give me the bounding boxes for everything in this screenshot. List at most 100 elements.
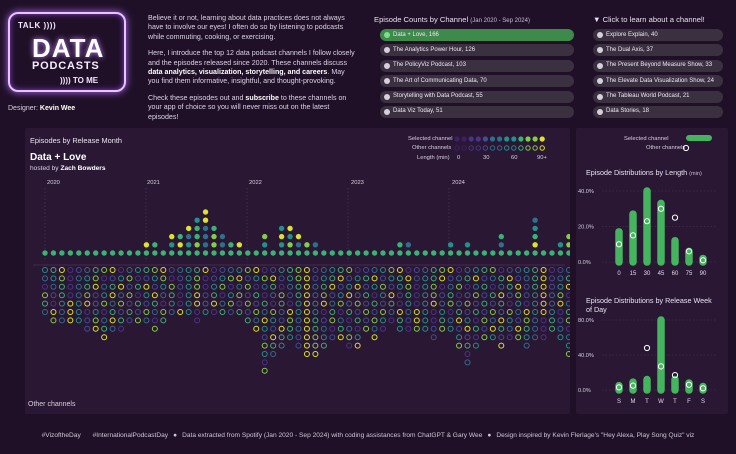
weekday-other-point [657,363,665,370]
other-episode-dot [363,283,370,290]
radio-dot-icon [597,62,603,69]
channel-button-col1-0[interactable]: Data + Love, 166 [380,29,574,41]
other-episode-dot [42,300,48,307]
other-episode-dot [151,267,158,273]
other-episode-dot [481,283,488,290]
other-episode-dot [244,267,251,273]
other-episode-dot [515,309,522,315]
selected-episode-dot [346,250,352,256]
other-episode-dot [312,334,319,341]
other-episode-dot [371,275,378,282]
other-episode-dot [430,292,437,299]
length-other-point [657,205,665,212]
other-episode-dot [278,292,285,299]
other-episode-dot [211,267,217,273]
legend-other-dot [539,145,545,151]
other-episode-dot [447,283,454,290]
other-episode-dot [430,283,437,290]
channel-button-col2-3[interactable]: The Elevate Data Visualization Show, 24 [593,75,723,88]
channel-button-col2-5[interactable]: Data Stories, 18 [593,105,723,118]
channel-button-col1-2[interactable]: The PolicyViz Podcast, 103 [380,59,574,72]
other-episode-dot [312,267,319,273]
selected-episode-dot [126,250,133,256]
weekday-x-tick: M [631,399,636,405]
other-episode-dot [549,300,555,307]
other-episode-dot [101,317,108,324]
other-episode-dot [287,317,294,324]
channel-button-col1-5[interactable]: Data Viz Today, 51 [380,105,574,118]
legend-selected-dot [539,136,545,142]
logo-podcasts-text: PODCASTS [32,60,100,72]
channel-button-col2-1[interactable]: The Dual Axis, 37 [593,44,723,57]
other-episode-dot [58,292,65,299]
selected-episode-dot [76,250,82,256]
other-episode-dot [405,275,412,282]
other-episode-dot [481,309,488,315]
other-episode-dot [320,342,327,349]
selected-episode-dot [185,233,192,240]
channel-button-col1-3[interactable]: The Art of Communicating Data, 70 [380,75,574,88]
radio-dot-icon [384,62,390,69]
other-episode-dot [303,275,310,282]
other-episode-dot [287,283,294,290]
designer-label: Designer: [8,105,40,112]
selected-episode-dot [295,250,302,256]
year-label-2024: 2024 [452,180,465,186]
selected-episode-dot [185,242,192,248]
other-episode-dot [253,292,260,299]
channel-button-col2-0[interactable]: Explore Explain, 40 [593,29,723,41]
other-episode-dot [456,309,463,315]
other-episode-dot [456,334,463,341]
other-episode-dot [295,300,302,307]
selected-episode-dot [515,250,521,256]
other-episode-dot [380,267,386,273]
other-episode-dot [84,267,91,273]
channel-button-col2-2[interactable]: The Present Beyond Measure Show, 33 [593,59,723,72]
channel-button-col2-4[interactable]: The Tableau World Podcast, 21 [593,90,723,103]
other-episode-dot [118,325,125,332]
other-episode-dot [92,283,99,290]
other-episode-dot [380,275,386,282]
other-episode-dot [557,283,564,290]
other-episode-dot [388,300,395,307]
other-episode-dot [388,292,395,299]
other-episode-dot [371,325,378,332]
other-episode-dot [430,267,437,273]
other-episode-dot [557,267,564,273]
other-episode-dot [405,309,412,315]
channel-list-column-1: Data + Love, 166 The Analytics Power Hour… [380,29,574,121]
other-episode-dot [515,317,522,324]
other-episode-dot [287,292,294,299]
other-episode-dot [219,267,226,273]
channel-button-label: Data Viz Today, 51 [393,108,443,115]
weekday-x-tick: F [687,399,691,405]
other-episode-dot [498,275,505,282]
channel-button-col1-4[interactable]: Storytelling with Data Podcast, 55 [380,90,574,103]
other-episode-dot [253,309,260,315]
legend-selected-dot [511,136,517,142]
other-episode-dot [498,309,505,315]
other-episode-dot [565,309,570,315]
selected-episode-dot [50,250,57,256]
other-episode-dot [464,334,471,341]
other-episode-dot [464,300,471,307]
other-episode-dot [363,292,370,299]
other-episode-dot [278,283,285,290]
other-episode-dot [523,325,530,332]
other-episode-dot [278,317,285,324]
other-episode-dot [439,325,446,332]
other-episode-dot [565,300,570,307]
selected-episode-dot [194,233,200,240]
other-episode-dot [540,325,547,332]
other-episode-dot [58,309,65,315]
other-episode-dot [549,317,555,324]
selected-episode-dot [304,242,310,248]
other-episode-dot [523,317,530,324]
other-episode-dot [177,275,184,282]
channel-button-col1-1[interactable]: The Analytics Power Hour, 126 [380,44,574,57]
other-episode-dot [50,275,57,282]
selected-episode-dot [101,250,107,256]
other-episode-dot [329,267,336,273]
legend-selected-dot [532,136,538,142]
other-episode-dot [143,267,150,273]
